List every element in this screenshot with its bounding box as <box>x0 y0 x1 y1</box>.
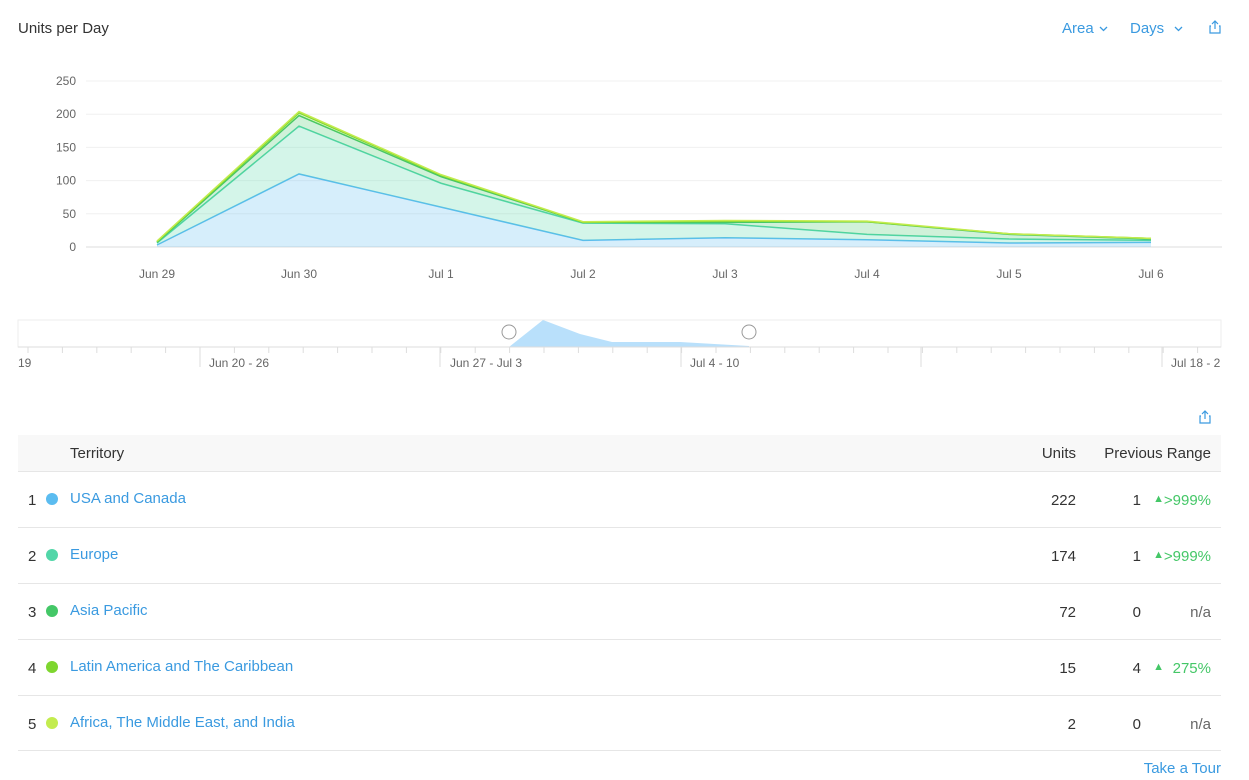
table-header: Territory Units Previous Range <box>18 435 1221 471</box>
previous-value: 0 <box>1132 604 1141 621</box>
row-rank: 2 <box>28 548 37 565</box>
x-tick-label: Jun 29 <box>139 267 175 281</box>
header-previous-range[interactable]: Previous Range <box>1104 445 1211 462</box>
series-color-dot <box>46 661 58 673</box>
territory-link[interactable]: Africa, The Middle East, and India <box>70 714 295 731</box>
series-color-dot <box>46 605 58 617</box>
previous-value: 4 <box>1132 660 1141 677</box>
chart-type-label: Area <box>1062 20 1094 37</box>
range-handle-right[interactable] <box>741 324 757 340</box>
chevron-down-icon <box>1174 24 1183 34</box>
range-label: Jul 18 - 2 <box>1171 356 1221 370</box>
units-value: 15 <box>1059 660 1076 677</box>
trend-up-icon: ▲ <box>1153 661 1164 673</box>
series-color-dot <box>46 717 58 729</box>
x-tick-label: Jul 5 <box>996 267 1022 281</box>
territory-link[interactable]: Europe <box>70 546 119 563</box>
series-line <box>156 110 1152 242</box>
range-label: Jun 20 - 26 <box>209 356 269 370</box>
series-line <box>156 125 1152 244</box>
row-rank: 3 <box>28 604 37 621</box>
area-chart: 0 50 100 150 200 250 Jun 29 Jun 30 Jul 1 Jul 2 Jul… <box>56 74 1222 281</box>
change-percent: n/a <box>1190 604 1211 621</box>
table-row: 3 Asia Pacific 72 0 n/a <box>18 583 1221 639</box>
y-tick-label: 0 <box>69 240 76 254</box>
units-value: 72 <box>1059 604 1076 621</box>
previous-value: 1 <box>1132 492 1141 509</box>
row-rank: 1 <box>28 492 37 509</box>
series-area <box>157 126 1151 246</box>
territory-link[interactable]: Latin America and The Caribbean <box>70 658 294 675</box>
share-icon[interactable] <box>1208 20 1222 34</box>
y-tick-label: 100 <box>56 174 76 188</box>
previous-value: 0 <box>1132 716 1141 733</box>
change-percent: >999% <box>1163 548 1211 565</box>
previous-value: 1 <box>1132 548 1141 565</box>
units-value: 2 <box>1067 716 1076 733</box>
x-tick-label: Jul 6 <box>1138 267 1164 281</box>
series-color-dot <box>46 493 58 505</box>
x-tick-label: Jul 1 <box>428 267 454 281</box>
table-row: 1 USA and Canada 222 1 ▲ >999% <box>18 471 1221 527</box>
take-tour-link[interactable]: Take a Tour <box>1143 760 1221 777</box>
header-units[interactable]: Units <box>1041 445 1076 462</box>
x-tick-label: Jul 4 <box>854 267 880 281</box>
range-label: Jun 27 - Jul 3 <box>450 356 522 370</box>
range-selector[interactable]: 19 Jun 20 - 26 Jun 27 - Jul 3 Jul 4 - 10 Jul… <box>0 316 1249 372</box>
header-territory[interactable]: Territory <box>70 445 125 462</box>
range-area-preview <box>509 320 749 347</box>
territory-table: Territory Units Previous Range 1 USA and … <box>18 435 1221 751</box>
trend-up-icon: ▲ <box>1153 549 1164 561</box>
territory-link[interactable]: Asia Pacific <box>70 602 148 619</box>
table-row: 2 Europe 174 1 ▲ >999% <box>18 527 1221 583</box>
series-line <box>156 173 1152 246</box>
range-handle-left[interactable] <box>501 324 517 340</box>
territory-link[interactable]: USA and Canada <box>70 490 186 507</box>
trend-up-icon: ▲ <box>1153 493 1164 505</box>
table-body: 1 USA and Canada 222 1 ▲ >999% 2 Europe 174 1 ▲ >99… <box>18 471 1221 751</box>
change-percent: >999% <box>1163 492 1211 509</box>
range-label: 19 <box>18 356 32 370</box>
change-percent: n/a <box>1190 716 1211 733</box>
granularity-label: Days <box>1130 20 1165 37</box>
x-tick-label: Jul 3 <box>712 267 738 281</box>
table-row: 5 Africa, The Middle East, and India 2 0 n/a <box>18 695 1221 751</box>
series-area <box>157 173 1151 247</box>
chart-title: Units per Day <box>18 20 109 37</box>
y-tick-label: 50 <box>63 207 77 221</box>
y-tick-label: 150 <box>56 140 76 154</box>
row-rank: 4 <box>28 660 37 677</box>
x-tick-label: Jun 30 <box>281 267 317 281</box>
x-tick-label: Jul 2 <box>570 267 596 281</box>
chevron-down-icon <box>1099 24 1108 34</box>
chart-type-dropdown[interactable]: Area <box>1062 20 1108 37</box>
range-label: Jul 4 - 10 <box>690 356 740 370</box>
series-color-dot <box>46 549 58 561</box>
units-value: 174 <box>1050 548 1076 565</box>
y-tick-label: 250 <box>56 74 76 88</box>
granularity-dropdown[interactable]: Days <box>1130 20 1183 37</box>
share-icon[interactable] <box>1198 410 1212 424</box>
units-value: 222 <box>1050 492 1076 509</box>
table-row: 4 Latin America and The Caribbean 15 4 ▲ 275% <box>18 639 1221 695</box>
change-percent: 275% <box>1172 660 1211 677</box>
row-rank: 5 <box>28 716 37 733</box>
y-tick-label: 200 <box>56 107 76 121</box>
